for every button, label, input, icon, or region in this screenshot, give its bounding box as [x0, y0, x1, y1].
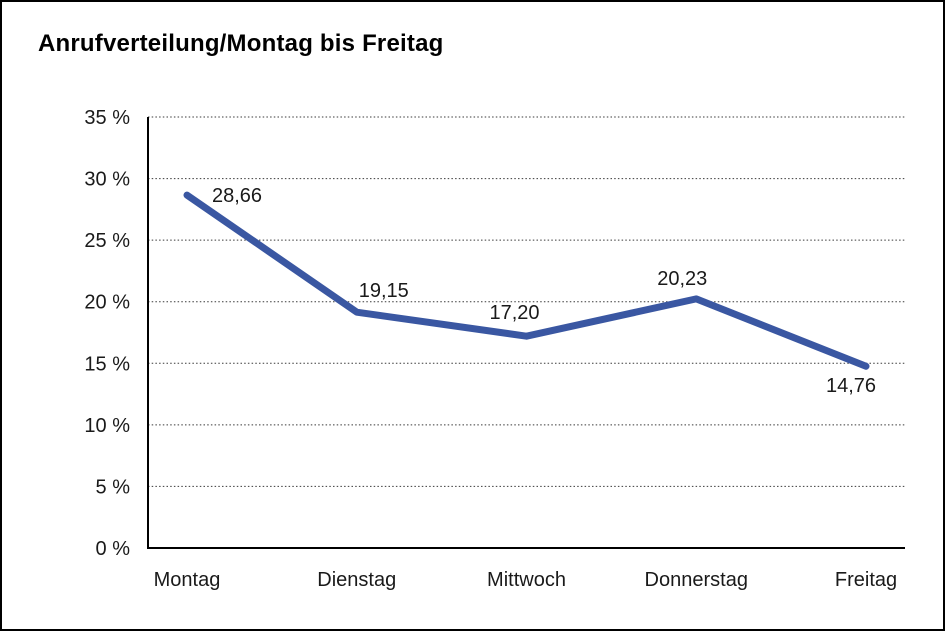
data-point-label: 17,20 — [489, 302, 539, 324]
x-tick-label: Montag — [154, 569, 221, 591]
y-tick-label: 5 % — [96, 476, 131, 498]
x-tick-label: Mittwoch — [487, 569, 566, 591]
y-tick-label: 10 % — [84, 415, 130, 437]
y-tick-label: 15 % — [84, 353, 130, 375]
data-point-label: 20,23 — [657, 268, 707, 290]
x-tick-label: Donnerstag — [645, 569, 748, 591]
y-tick-label: 0 % — [96, 538, 131, 560]
x-tick-label: Freitag — [835, 569, 897, 591]
y-tick-label: 20 % — [84, 292, 130, 314]
y-tick-label: 30 % — [84, 169, 130, 191]
data-point-label: 28,66 — [212, 185, 262, 207]
y-tick-label: 25 % — [84, 230, 130, 252]
chart-title: Anrufverteilung/Montag bis Freitag — [38, 30, 444, 57]
x-tick-label: Dienstag — [317, 569, 396, 591]
data-point-label: 14,76 — [826, 375, 876, 397]
data-series-line — [183, 191, 870, 370]
y-tick-label: 35 % — [84, 107, 130, 129]
data-point-label: 19,15 — [359, 280, 409, 302]
